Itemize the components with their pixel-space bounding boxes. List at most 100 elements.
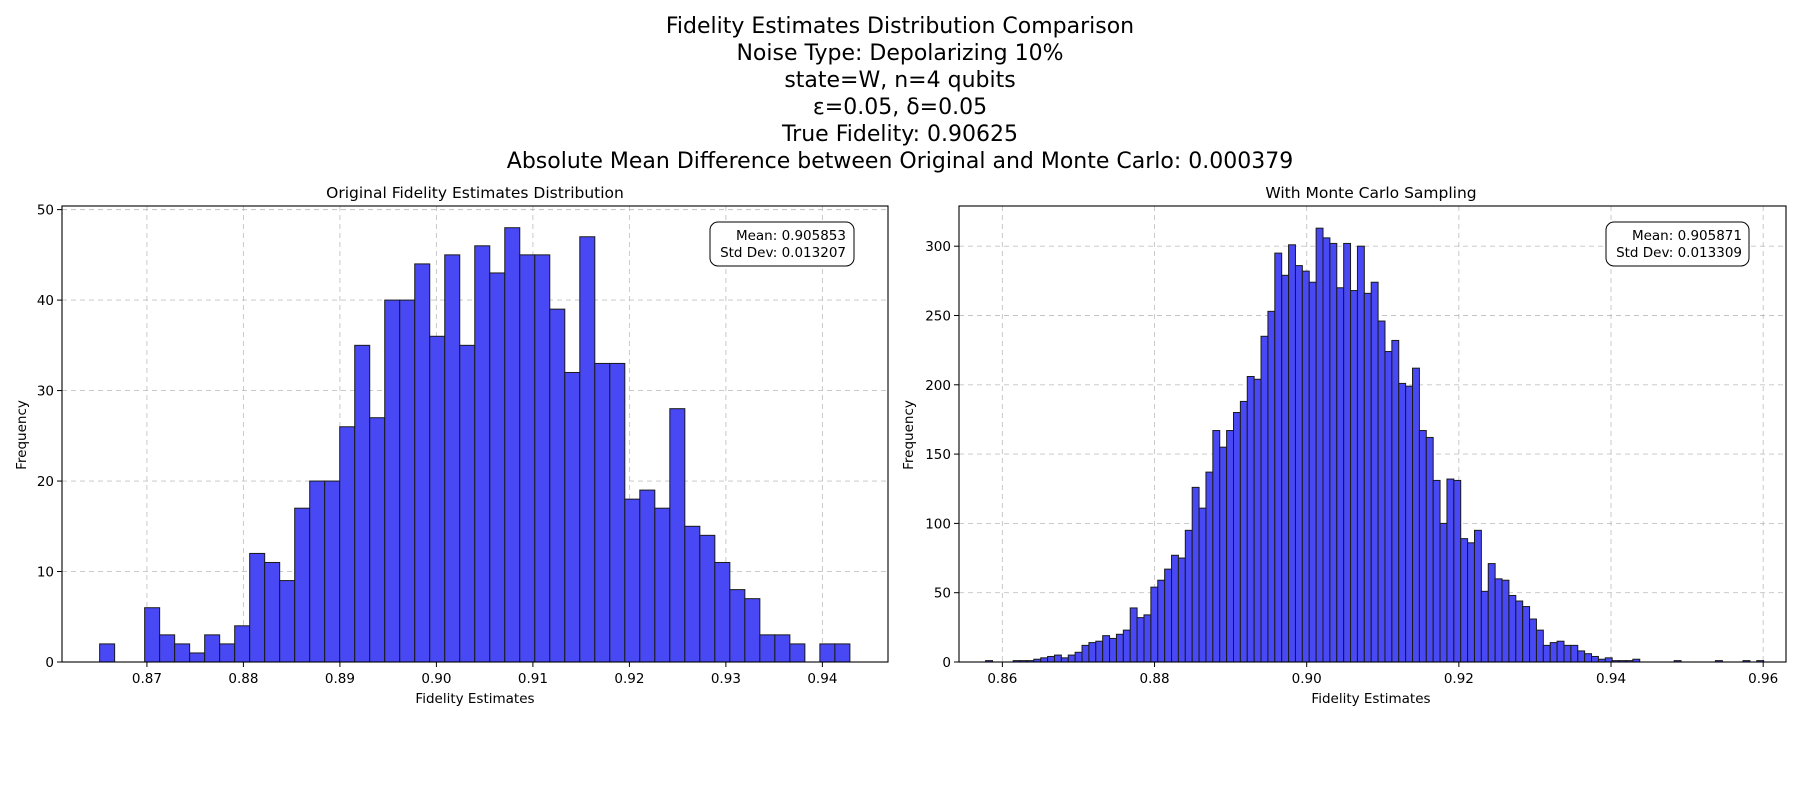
right-histogram-bar <box>1535 629 1544 663</box>
right-histogram-bar <box>1460 538 1469 663</box>
left-histogram-bar <box>429 335 446 663</box>
right-histogram-bar <box>1157 579 1166 663</box>
right-histogram-bar <box>1288 244 1296 663</box>
right-histogram-bar <box>1226 430 1235 663</box>
left-panel: Original Fidelity Estimates Distribution… <box>14 184 889 707</box>
right-histogram-bar <box>1591 655 1599 663</box>
right-y-tick-label: 250 <box>925 308 951 324</box>
right-x-tick-label: 0.90 <box>1292 671 1322 687</box>
right-histogram-bar <box>1060 657 1069 663</box>
right-histogram-bar <box>1570 644 1579 663</box>
title-line-2: Noise Type: Depolarizing 10% <box>736 41 1063 66</box>
right-histogram-bar <box>1343 242 1352 663</box>
right-histogram-bar <box>1529 618 1537 663</box>
right-histogram-bar <box>1391 339 1400 663</box>
right-histogram-bar <box>1109 637 1117 663</box>
right-histogram-bar <box>1205 471 1214 663</box>
right-histogram-bar <box>1446 478 1455 663</box>
right-stats-mean: Mean: 0.905871 <box>1632 228 1742 244</box>
left-histogram-bar <box>309 480 326 663</box>
right-histogram-bar <box>1233 412 1241 663</box>
right-histogram-bar <box>1212 430 1221 663</box>
right-histogram-bar <box>1322 237 1331 663</box>
left-histogram-bar <box>729 589 746 663</box>
right-histogram-bar <box>1384 351 1393 663</box>
right-histogram-bar <box>1480 590 1489 663</box>
right-histogram-bar <box>1418 430 1427 663</box>
right-histogram-bar <box>1487 563 1496 663</box>
left-axes-frame <box>61 205 889 663</box>
left-histogram-bar <box>369 417 386 663</box>
right-y-axis-label: Frequency <box>901 400 917 470</box>
right-y-tick-label: 200 <box>925 378 951 394</box>
left-histogram-bar <box>759 634 776 663</box>
right-histogram-bar <box>1501 579 1510 663</box>
right-histogram-bar <box>1405 385 1414 663</box>
right-histogram-bar <box>1102 635 1111 663</box>
right-x-tick-label: 0.86 <box>987 671 1017 687</box>
right-histogram-bar <box>1515 600 1524 663</box>
right-histogram-bar <box>1164 568 1173 663</box>
right-y-tick-label: 0 <box>942 655 951 671</box>
left-histogram-bar <box>654 507 671 663</box>
right-histogram-bar <box>1508 594 1517 663</box>
right-histogram-bar <box>1040 657 1049 663</box>
right-histogram-bar <box>1074 651 1083 663</box>
left-histogram-bar <box>174 643 191 663</box>
left-histogram-bar <box>744 598 761 663</box>
left-histogram-bar <box>399 299 416 663</box>
left-histogram-bar <box>264 561 281 663</box>
right-histogram-bar <box>1453 479 1462 663</box>
left-histogram-bar <box>159 634 176 663</box>
right-histogram-bar <box>1122 629 1131 663</box>
left-histogram-bar <box>504 227 521 663</box>
left-histogram-bar <box>474 245 491 663</box>
left-x-tick-label: 0.91 <box>518 671 548 687</box>
right-stats-box: Mean: 0.905871 Std Dev: 0.013309 <box>1605 221 1750 267</box>
right-axes-frame <box>958 205 1787 663</box>
title-line-1: Fidelity Estimates Distribution Comparis… <box>666 14 1134 39</box>
right-x-tick-label: 0.88 <box>1139 671 1169 687</box>
left-histogram-bar <box>639 489 656 663</box>
right-histogram-bar <box>1281 274 1290 663</box>
figure-title: Fidelity Estimates Distribution Comparis… <box>507 14 1293 174</box>
left-histogram-bar <box>339 426 356 663</box>
left-histogram-bar <box>579 236 596 663</box>
right-histogram-bar <box>1191 486 1200 663</box>
left-histogram-bar <box>279 580 296 663</box>
right-histogram-bar <box>1398 382 1407 663</box>
left-x-tick-label: 0.90 <box>421 671 451 687</box>
right-histogram-bar <box>1088 642 1097 663</box>
right-y-tick-label: 50 <box>934 586 951 602</box>
left-y-tick-label: 10 <box>37 565 54 581</box>
right-histogram-bar <box>1522 606 1531 663</box>
right-histogram-bar <box>1542 644 1551 663</box>
left-x-tick-label: 0.88 <box>228 671 258 687</box>
right-histogram-bar <box>1053 654 1062 663</box>
right-histogram-bar <box>1081 644 1090 663</box>
right-plot-area: 0.86 0.88 0.90 0.92 0.94 0.96 0 50 100 150 200 250 3… <box>925 205 1787 687</box>
left-histogram-bar <box>489 272 506 663</box>
right-y-tick-label: 100 <box>925 516 951 532</box>
left-x-tick-label: 0.92 <box>614 671 644 687</box>
right-histogram-bar <box>1239 400 1248 663</box>
right-histogram-bar <box>1467 542 1475 663</box>
left-stats-box: Mean: 0.905853 Std Dev: 0.013207 <box>709 221 855 267</box>
right-histogram-bar <box>1067 654 1076 663</box>
right-histogram-bar <box>1549 642 1558 663</box>
right-histogram-bar <box>1356 245 1365 663</box>
title-line-3: state=W, n=4 qubits <box>784 68 1015 93</box>
left-histogram-bar <box>354 344 371 663</box>
left-x-tick-label: 0.87 <box>132 671 162 687</box>
right-histogram-bar <box>1198 507 1207 663</box>
left-stats-mean: Mean: 0.905853 <box>736 228 846 244</box>
left-y-axis-label: Frequency <box>14 400 30 470</box>
right-histogram-bar <box>1336 287 1345 663</box>
right-histogram-bar <box>1377 320 1386 663</box>
right-histogram-bar <box>1370 281 1379 663</box>
right-histogram-bar <box>1260 335 1269 663</box>
right-histogram-bar <box>1294 265 1303 663</box>
right-x-tick-label: 0.96 <box>1748 671 1778 687</box>
left-histogram-bar <box>669 408 686 663</box>
right-histogram-bar <box>1350 290 1358 663</box>
